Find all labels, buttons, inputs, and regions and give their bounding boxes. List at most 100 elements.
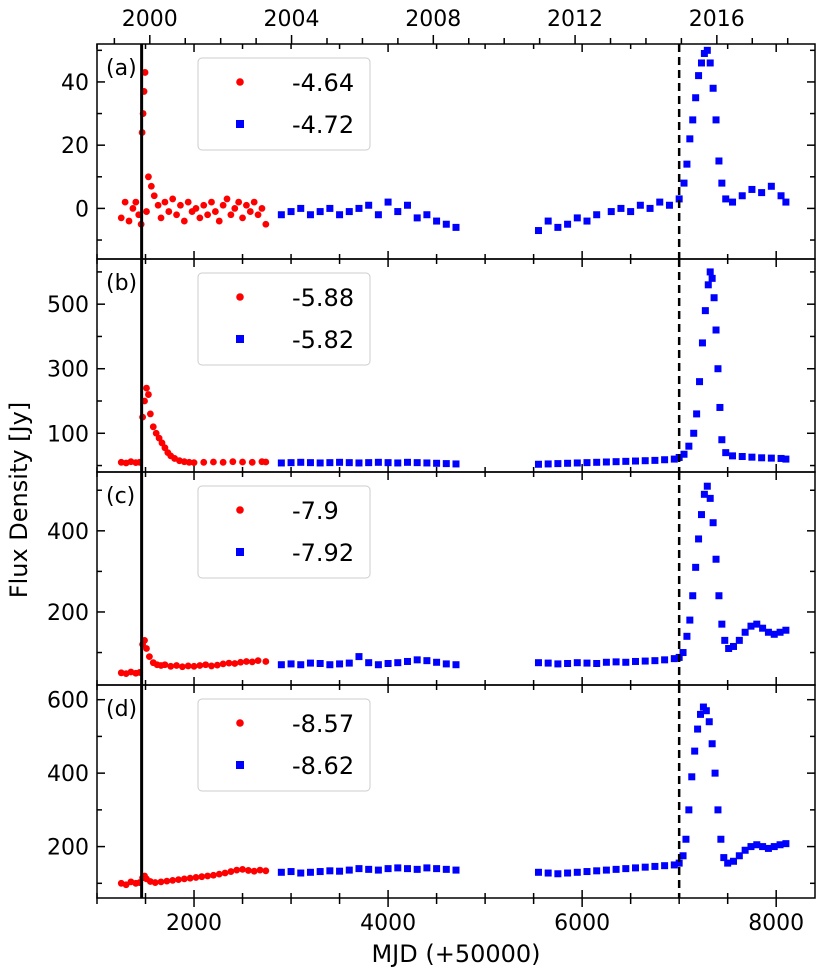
data-point xyxy=(670,861,678,869)
data-point xyxy=(403,865,411,873)
data-point xyxy=(534,460,542,468)
data-point xyxy=(699,703,707,711)
data-point xyxy=(554,223,562,231)
data-point xyxy=(697,710,705,718)
data-point xyxy=(262,658,270,665)
data-point xyxy=(711,769,719,777)
legend: -5.88 -5.82 xyxy=(197,272,371,366)
data-point xyxy=(738,192,746,200)
data-point xyxy=(374,661,382,669)
data-point xyxy=(192,874,200,881)
data-point xyxy=(685,442,693,450)
data-point xyxy=(661,862,669,870)
legend-label: -5.82 xyxy=(292,326,354,354)
data-point xyxy=(695,535,703,543)
data-point xyxy=(355,865,363,873)
data-point xyxy=(394,208,402,216)
data-point xyxy=(413,214,421,222)
data-point xyxy=(564,869,572,877)
data-point xyxy=(544,659,552,667)
data-point xyxy=(235,198,243,206)
data-point xyxy=(665,201,673,209)
data-point xyxy=(617,204,625,212)
data-point xyxy=(632,864,639,872)
data-point xyxy=(384,865,392,873)
data-point xyxy=(697,511,705,519)
data-point xyxy=(132,198,140,206)
data-point xyxy=(306,211,314,219)
x-tick-label: 4000 xyxy=(360,911,416,936)
data-point xyxy=(433,217,441,225)
data-point xyxy=(239,458,246,466)
data-point xyxy=(336,458,344,466)
legend-label: -7.9 xyxy=(292,497,339,525)
data-point xyxy=(185,458,193,466)
data-point xyxy=(693,410,701,418)
data-point xyxy=(602,458,610,466)
data-point xyxy=(651,862,659,870)
data-point xyxy=(227,868,235,875)
data-point xyxy=(593,211,601,219)
data-point xyxy=(149,423,157,431)
data-point xyxy=(695,72,703,80)
data-point xyxy=(394,459,402,467)
data-point xyxy=(306,659,314,667)
data-point xyxy=(748,453,756,461)
data-point xyxy=(651,657,659,665)
data-point xyxy=(753,620,761,628)
data-point xyxy=(564,459,572,467)
data-point xyxy=(686,616,694,624)
data-point xyxy=(365,201,373,209)
data-point xyxy=(211,208,219,215)
data-point xyxy=(297,869,305,877)
data-point xyxy=(670,455,678,463)
legend-label: -7.92 xyxy=(292,539,354,567)
data-point xyxy=(607,208,615,216)
data-point xyxy=(262,867,270,875)
data-point xyxy=(262,458,270,466)
data-point xyxy=(413,656,421,664)
data-point xyxy=(694,725,702,733)
data-point xyxy=(602,658,610,666)
data-point xyxy=(326,459,334,467)
data-point xyxy=(239,214,246,222)
data-point xyxy=(277,661,285,669)
data-point xyxy=(704,281,712,289)
data-point xyxy=(336,211,344,219)
data-point xyxy=(163,877,171,885)
data-point xyxy=(297,458,305,466)
data-point xyxy=(767,454,775,462)
data-point xyxy=(186,874,194,882)
data-point xyxy=(403,201,411,209)
data-point xyxy=(573,868,581,876)
data-point xyxy=(683,632,691,640)
data-point xyxy=(287,459,295,467)
data-point xyxy=(208,662,215,670)
data-point xyxy=(612,865,620,873)
data-point xyxy=(143,384,150,392)
data-point xyxy=(782,455,790,463)
data-point xyxy=(287,660,295,668)
data-point xyxy=(777,454,785,462)
legend-label: -4.64 xyxy=(292,69,354,97)
data-point xyxy=(374,866,382,874)
data-point xyxy=(145,391,152,398)
legend-marker xyxy=(236,293,244,301)
data-point xyxy=(173,662,180,669)
y-tick-label: 40 xyxy=(61,71,89,96)
data-point xyxy=(433,459,441,467)
data-point xyxy=(215,870,223,878)
data-point xyxy=(700,490,708,498)
data-point xyxy=(190,662,198,670)
data-point xyxy=(192,205,200,212)
data-point xyxy=(190,459,198,467)
data-point xyxy=(646,204,654,212)
data-point xyxy=(715,592,723,600)
data-point xyxy=(680,179,688,187)
y-tick-label: 20 xyxy=(61,134,89,159)
legend-label: -4.72 xyxy=(292,111,354,139)
data-point xyxy=(706,494,714,502)
data-point xyxy=(326,204,334,212)
data-point xyxy=(679,852,687,860)
y-tick-label: 300 xyxy=(47,358,89,383)
